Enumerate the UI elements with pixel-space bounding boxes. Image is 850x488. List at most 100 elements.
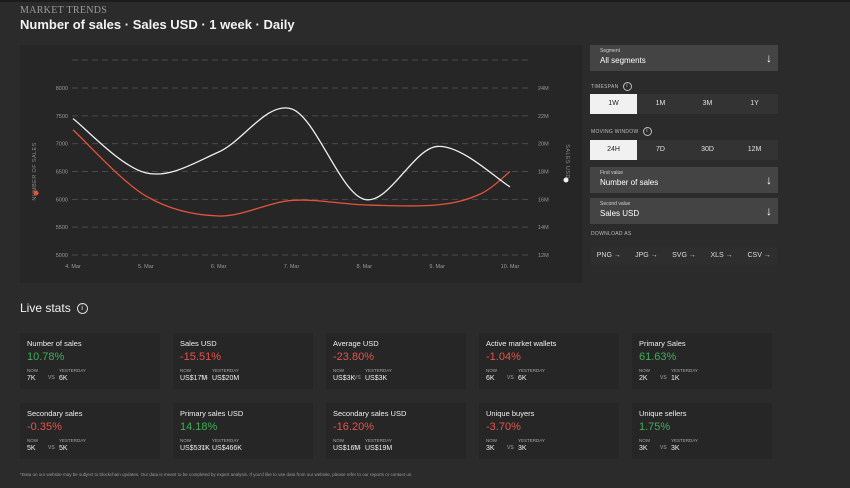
stat-card-change: 1.75%	[639, 421, 671, 433]
y-tick-label: 5000	[56, 253, 68, 259]
y-tick-label: 6000	[56, 197, 68, 203]
now-label: NOW	[27, 368, 38, 373]
y-tick-label: 6500	[56, 170, 68, 176]
moving-window-option-30d[interactable]: 30D	[701, 146, 714, 153]
yesterday-value: 6K	[59, 375, 68, 382]
download-xls-button[interactable]: XLS →	[710, 252, 733, 259]
yesterday-label: YESTERDAY	[518, 438, 545, 443]
timespan-option-1w[interactable]: 1W	[590, 94, 637, 114]
y-axis-title: NUMBER OF SALES	[32, 142, 38, 200]
stat-card-change: 10.78%	[27, 351, 65, 363]
app-title: MARKET TRENDS	[20, 5, 108, 16]
yesterday-label: YESTERDAY	[365, 438, 392, 443]
yesterday-value: US$3K	[365, 375, 388, 382]
info-icon[interactable]: i	[76, 303, 88, 315]
segment-value: All segments	[600, 56, 646, 65]
download-options: PNG → JPG → SVG → XLS → CSV →	[590, 247, 778, 265]
now-label: NOW	[333, 368, 344, 373]
live-stats-title: Live stats i	[20, 301, 88, 315]
stat-card-title: Primary sales USD	[180, 409, 244, 418]
timespan-option-1y[interactable]: 1Y	[750, 100, 759, 107]
first-value-value: Number of sales	[600, 178, 659, 187]
now-value: 3K	[639, 445, 648, 452]
info-icon[interactable]: i	[622, 82, 632, 91]
moving-window-label: MOVING WINDOW	[591, 128, 639, 135]
vs-label: VS	[354, 445, 361, 451]
now-label: NOW	[486, 368, 497, 373]
now-value: US$531K	[180, 445, 210, 452]
now-value: US$3K	[333, 375, 356, 382]
yesterday-label: YESTERDAY	[365, 368, 392, 373]
y2-axis-title: SALES USD	[564, 144, 570, 178]
y-tick-label: 7000	[56, 142, 68, 148]
yesterday-label: YESTERDAY	[518, 368, 545, 373]
yesterday-label: YESTERDAY	[671, 438, 698, 443]
now-label: NOW	[27, 438, 38, 443]
y2-tick-label: 22M	[538, 114, 549, 120]
download-png-button[interactable]: PNG →	[596, 252, 621, 259]
live-stats-label: Live stats	[20, 301, 71, 315]
moving-window-option-24h[interactable]: 24H	[590, 140, 637, 160]
now-label: NOW	[639, 438, 650, 443]
timespan-option-1m[interactable]: 1M	[655, 100, 666, 107]
download-svg-button[interactable]: SVG →	[672, 252, 696, 259]
yesterday-label: YESTERDAY	[212, 368, 239, 373]
y2-tick-label: 20M	[538, 142, 549, 148]
y2-tick-label: 24M	[538, 86, 549, 92]
now-label: NOW	[639, 368, 650, 373]
now-label: NOW	[180, 368, 191, 373]
vs-label: VS	[354, 375, 361, 381]
now-value: US$17M	[180, 375, 208, 382]
yesterday-value: US$19M	[365, 445, 393, 452]
down-arrow-icon: ↓	[766, 51, 772, 65]
yesterday-value: 5K	[59, 445, 68, 452]
stat-card-change: -0.35%	[27, 421, 62, 433]
timespan-option-3m[interactable]: 3M	[702, 100, 713, 107]
download-csv-button[interactable]: CSV →	[747, 252, 771, 259]
moving-window-option-7d[interactable]: 7D	[656, 146, 665, 153]
number-of-sales-line	[72, 129, 511, 217]
vs-label: VS	[201, 445, 208, 451]
segment-select[interactable]: Segment All segments ↓	[590, 45, 778, 71]
first-value-select[interactable]: First value Number of sales ↓	[590, 167, 778, 193]
vs-label: VS	[507, 375, 514, 381]
second-value-select[interactable]: Second value Sales USD ↓	[590, 198, 778, 224]
stat-card: Sales USD -15.51% NOW US$17M YESTERDAY VS US$2…	[173, 333, 313, 389]
yesterday-label: YESTERDAY	[59, 368, 86, 373]
stat-card: Unique buyers -3.70% NOW 3K YESTERDAY VS 3K	[479, 403, 619, 459]
moving-window-label-row: MOVING WINDOW i	[591, 127, 652, 136]
segment-label: Segment	[600, 48, 621, 54]
y2-tick-label: 18M	[538, 170, 549, 176]
vs-label: VS	[201, 375, 208, 381]
y2-tick-label: 12M	[538, 253, 549, 259]
chart-panel: 5000 5500 6000 6500 7000 7500 8000 12M 14M 16M 18M…	[20, 45, 582, 283]
now-label: NOW	[333, 438, 344, 443]
second-value-value: Sales USD	[600, 209, 640, 218]
timespan-toggle: 1W 1M 3M 1Y	[590, 94, 778, 114]
y-tick-label: 8000	[56, 86, 68, 92]
stat-card: Active market wallets -1.04% NOW 6K YESTERDA…	[479, 333, 619, 389]
now-value: 2K	[639, 375, 648, 382]
download-label: DOWNLOAD AS	[591, 231, 632, 237]
stat-card-title: Secondary sales USD	[333, 409, 407, 418]
moving-window-option-12m[interactable]: 12M	[747, 146, 762, 153]
x-tick-label: 9. Mar	[429, 264, 445, 270]
stat-card: Primary sales USD 14.18% NOW US$531K YESTERD…	[173, 403, 313, 459]
download-jpg-button[interactable]: JPG →	[635, 252, 658, 259]
stat-card: Unique sellers 1.75% NOW 3K YESTERDAY VS 3K	[632, 403, 772, 459]
info-icon[interactable]: i	[642, 127, 652, 136]
stat-card: Number of sales 10.78% NOW 7K YESTERDAY VS 6K	[20, 333, 160, 389]
y2-tick-label: 14M	[538, 225, 549, 231]
stat-card-title: Secondary sales	[27, 409, 83, 418]
stat-card: Average USD -23.80% NOW US$3K YESTERDAY VS US$…	[326, 333, 466, 389]
y2-tick-label: 16M	[538, 197, 549, 203]
yesterday-value: 3K	[518, 445, 527, 452]
y-tick-label: 7500	[56, 114, 68, 120]
stat-card-title: Active market wallets	[486, 339, 557, 348]
stat-card-change: -3.70%	[486, 421, 521, 433]
vs-label: VS	[507, 445, 514, 451]
stat-card-title: Sales USD	[180, 339, 217, 348]
now-label: NOW	[486, 438, 497, 443]
yesterday-value: 1K	[671, 375, 680, 382]
vs-label: VS	[660, 445, 667, 451]
